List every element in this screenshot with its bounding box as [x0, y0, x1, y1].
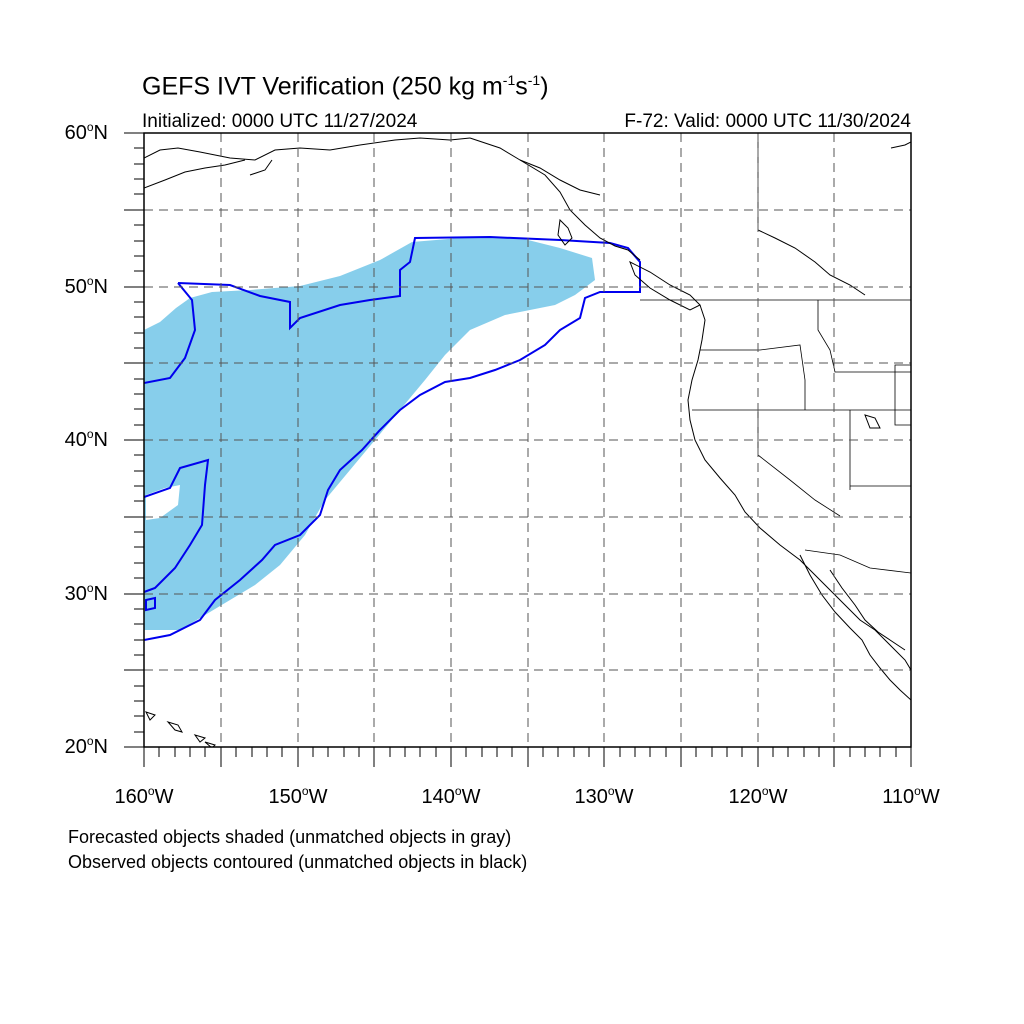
lon-label-120w: 120oW: [728, 784, 788, 808]
lon-label-160w: 160oW: [114, 784, 174, 808]
lon-label-140w: 140oW: [421, 784, 481, 808]
map-title: GEFS IVT Verification (250 kg m-1s-1): [142, 72, 549, 101]
lat-label-50n: 50oN: [64, 274, 108, 298]
lat-label-30n: 30oN: [64, 581, 108, 605]
lat-label-40n: 40oN: [64, 427, 108, 451]
lon-label-110w: 110oW: [882, 784, 940, 808]
observed-ivt-object-small: [145, 596, 156, 612]
lat-label-20n: 20oN: [64, 734, 108, 758]
initialized-time: Initialized: 0000 UTC 11/27/2024: [142, 111, 418, 132]
axis-ticks: [124, 132, 912, 767]
legend-note-forecast: Forecasted objects shaded (unmatched obj…: [68, 827, 512, 847]
legend-note-observed: Observed objects contoured (unmatched ob…: [68, 852, 528, 872]
graticule: [144, 133, 911, 747]
lon-label-130w: 130oW: [574, 784, 634, 808]
forecast-ivt-object: [144, 238, 595, 630]
valid-time: F-72: Valid: 0000 UTC 11/30/2024: [624, 111, 911, 132]
observed-ivt-object-west: [144, 282, 197, 384]
lat-label-60n: 60oN: [64, 120, 108, 144]
lon-label-150w: 150oW: [268, 784, 328, 808]
observed-ivt-object-inner: [144, 458, 210, 593]
observed-ivt-object-main: [144, 235, 641, 641]
